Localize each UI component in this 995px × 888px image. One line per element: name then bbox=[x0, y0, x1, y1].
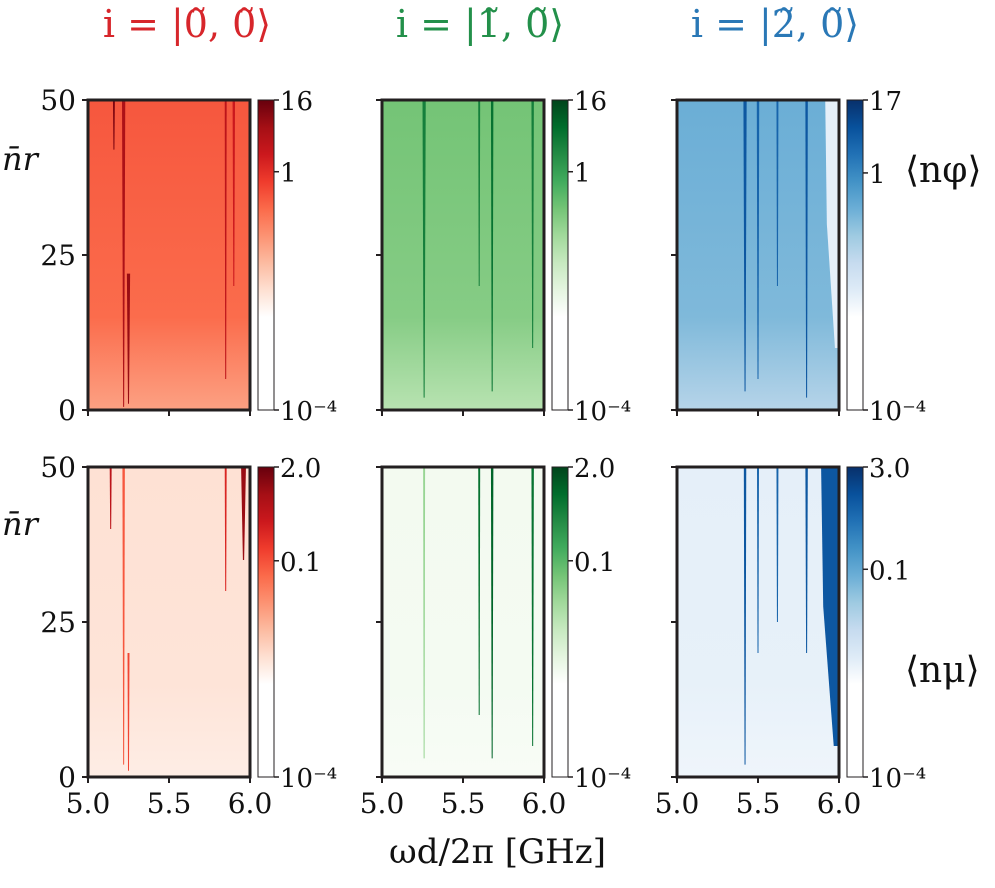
x-tick-label: 5.5 bbox=[441, 787, 486, 820]
heatmap-resonance-line bbox=[531, 100, 534, 348]
heatmap-resonance-line bbox=[478, 467, 481, 715]
heatmap-edge-region bbox=[821, 467, 839, 746]
heatmap-resonance-line bbox=[127, 653, 130, 771]
y-tick-label: 50 bbox=[40, 451, 76, 484]
heatmap-resonance-line bbox=[423, 467, 426, 759]
heatmap-resonance-line bbox=[109, 467, 112, 529]
title-blue: i = |2̃, 0̃⟩ bbox=[690, 2, 860, 46]
colorbar-tick-label: 10⁻⁴ bbox=[574, 764, 631, 794]
colorbar-tick-label: 2.0 bbox=[280, 454, 321, 484]
colorbar bbox=[846, 466, 864, 778]
heatmap-resonance-line bbox=[224, 467, 227, 591]
heatmap-resonance-line bbox=[478, 100, 481, 286]
heatmap-resonance-line bbox=[531, 467, 534, 746]
heatmap-background bbox=[382, 467, 544, 777]
heatmap-resonance-line bbox=[776, 467, 779, 622]
heatmap-panel-top-1: 0 25 50 16 1 10⁻⁴ bbox=[40, 84, 337, 427]
heatmap-resonance-line bbox=[743, 467, 747, 765]
heatmap-background bbox=[88, 100, 250, 410]
heatmap-resonance-line bbox=[122, 100, 126, 407]
colorbar-tick-label: 16 bbox=[280, 87, 313, 117]
heatmap-resonance-line bbox=[232, 100, 236, 286]
heatmap-panel-bottom-2: 5.0 5.5 6.0 2.0 0.1 10⁻⁴ bbox=[360, 454, 632, 820]
heatmap-resonance-line bbox=[776, 100, 779, 286]
x-tick-label: 5.0 bbox=[66, 787, 111, 820]
colorbar-tick-label: 1 bbox=[574, 159, 591, 189]
heatmap-resonance-line bbox=[241, 467, 246, 560]
heatmap-resonance-line bbox=[122, 467, 125, 765]
ylabel-bottom: n̄r bbox=[2, 505, 38, 543]
heatmap-resonance-line bbox=[805, 100, 808, 398]
heatmap-background bbox=[88, 467, 250, 777]
y-tick-label: 25 bbox=[40, 606, 76, 639]
colorbar-tick-label: 10⁻⁴ bbox=[574, 397, 631, 427]
colorbar-tick-label: 2.0 bbox=[574, 454, 615, 484]
y-tick-label: 50 bbox=[40, 84, 76, 117]
colorbar bbox=[846, 99, 864, 411]
heatmap-resonance-line bbox=[422, 100, 426, 398]
x-tick-label: 6.0 bbox=[522, 787, 567, 820]
heatmap-resonance-line bbox=[224, 100, 227, 379]
colorbar-tick-label: 10⁻⁴ bbox=[869, 397, 926, 427]
colorbar bbox=[257, 466, 275, 778]
heatmap-resonance-line bbox=[112, 100, 115, 150]
colorbar bbox=[257, 99, 275, 411]
colorbar-tick-label: 0.1 bbox=[574, 548, 615, 578]
heatmap-resonance-line bbox=[743, 100, 747, 392]
colorbar-tick-label: 0.1 bbox=[869, 556, 910, 586]
heatmap-panel-bottom-3: 5.0 5.5 6.0 3.0 0.1 10⁻⁴ bbox=[655, 454, 927, 820]
heatmap-background bbox=[382, 100, 544, 410]
colorbar-tick-label: 10⁻⁴ bbox=[280, 764, 337, 794]
heatmap-panel-bottom-1: 0 25 50 5.0 5.5 6.0 2.0 0.1 10⁻⁴ bbox=[40, 451, 337, 820]
x-tick-label: 6.0 bbox=[817, 787, 862, 820]
heatmap-panel-top-2: 16 1 10⁻⁴ bbox=[376, 87, 631, 427]
colorbar bbox=[551, 99, 569, 411]
title-red: i = |0̃, 0̃⟩ bbox=[102, 2, 272, 46]
colorbar-tick-label: 3.0 bbox=[869, 454, 910, 484]
x-tick-label: 5.5 bbox=[736, 787, 781, 820]
heatmap-resonance-line bbox=[757, 467, 759, 653]
heatmap-resonance-line bbox=[805, 467, 808, 653]
colorbar-tick-label: 1 bbox=[869, 160, 886, 190]
x-tick-label: 6.0 bbox=[228, 787, 273, 820]
heatmap-resonance-line bbox=[490, 467, 494, 759]
heatmap-resonance-line bbox=[756, 100, 760, 379]
colorbar-tick-label: 0.1 bbox=[280, 548, 321, 578]
colorbar-tick-label: 1 bbox=[280, 159, 297, 189]
colorbar-tick-label: 17 bbox=[869, 87, 902, 117]
y-tick-label: 25 bbox=[40, 239, 76, 272]
ylabel-top: n̄r bbox=[2, 140, 38, 178]
x-tick-label: 5.5 bbox=[147, 787, 192, 820]
x-axis-label: ωd/2π [GHz] bbox=[389, 832, 606, 872]
colorbar-label-nmu: ⟨nμ⟩ bbox=[905, 650, 980, 691]
colorbar-tick-label: 10⁻⁴ bbox=[280, 397, 337, 427]
x-tick-label: 5.0 bbox=[655, 787, 700, 820]
y-tick-label: 0 bbox=[58, 761, 76, 794]
colorbar-tick-label: 10⁻⁴ bbox=[869, 764, 926, 794]
x-tick-label: 5.0 bbox=[360, 787, 405, 820]
colorbar-tick-label: 16 bbox=[574, 87, 607, 117]
title-green: i = |1̃, 0̃⟩ bbox=[395, 2, 565, 46]
colorbar-label-nphi: ⟨nφ⟩ bbox=[905, 150, 982, 191]
heatmap-edge-region bbox=[825, 100, 839, 348]
heatmap-panel-top-3: 17 1 10⁻⁴ bbox=[671, 87, 926, 427]
colorbar bbox=[551, 466, 569, 778]
heatmap-resonance-line bbox=[490, 100, 494, 392]
heatmap-resonance-line bbox=[126, 273, 131, 404]
y-tick-label: 0 bbox=[58, 394, 76, 427]
